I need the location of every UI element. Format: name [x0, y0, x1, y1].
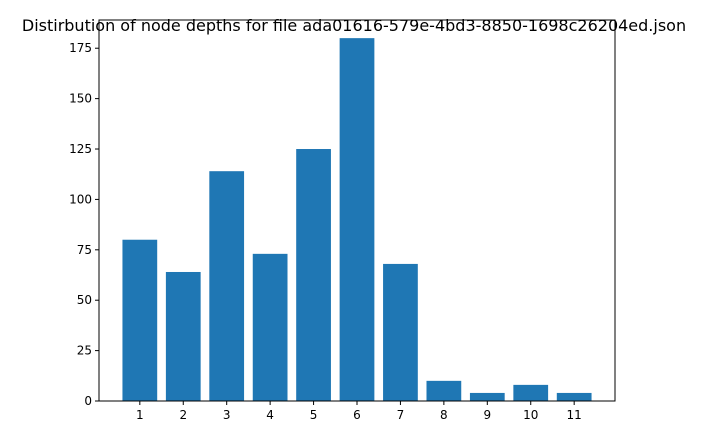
y-tick-label: 75: [77, 243, 92, 257]
bar-2: [165, 271, 201, 401]
y-tick-label: 25: [77, 344, 92, 358]
x-axis: 1 2 3 4 5 6 7 8 9 10 11: [136, 401, 582, 422]
y-axis: 0 25 50 75 100 125 150 175: [69, 41, 99, 408]
chart-title: Distirbution of node depths for file ada…: [22, 16, 686, 35]
bar-11: [556, 392, 592, 401]
plot-frame: [98, 19, 616, 402]
y-tick-label: 0: [84, 394, 92, 408]
bars-group: [122, 38, 592, 402]
bar-8: [426, 380, 462, 401]
bar-9: [469, 392, 505, 401]
y-tick-label: 175: [69, 41, 92, 55]
bar-10: [513, 384, 549, 401]
x-tick-label: 10: [523, 408, 538, 422]
x-tick-label: 9: [483, 408, 491, 422]
y-tick-label: 150: [69, 92, 92, 106]
x-tick-label: 3: [223, 408, 231, 422]
y-tick-label: 100: [69, 192, 92, 206]
x-tick-label: 8: [440, 408, 448, 422]
x-tick-label: 11: [567, 408, 582, 422]
bar-7: [383, 263, 418, 401]
x-tick-label: 2: [179, 408, 187, 422]
bar-6: [339, 38, 375, 402]
bar-3: [209, 171, 245, 401]
x-tick-label: 6: [353, 408, 361, 422]
bar-5: [296, 149, 331, 401]
bar-4: [252, 253, 288, 401]
bar-1: [122, 239, 158, 401]
y-tick-label: 50: [77, 293, 92, 307]
x-tick-label: 1: [136, 408, 144, 422]
x-tick-label: 4: [266, 408, 274, 422]
y-tick-label: 125: [69, 142, 92, 156]
x-tick-label: 5: [310, 408, 318, 422]
x-tick-label: 7: [397, 408, 405, 422]
